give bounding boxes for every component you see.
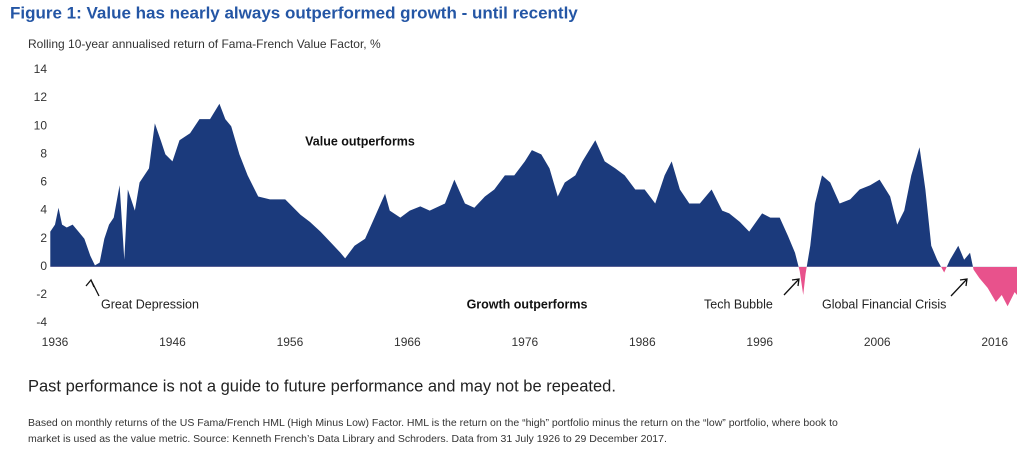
disclaimer: Past performance is not a guide to futur…	[28, 377, 616, 395]
x-tick-label: 1966	[394, 335, 421, 349]
source-note: market is used as the value metric. Sour…	[28, 433, 667, 445]
y-tick-label: 6	[40, 175, 47, 189]
x-tick-label: 1986	[629, 335, 656, 349]
annotation: Tech Bubble	[704, 297, 773, 311]
annotation: Value outperforms	[305, 134, 415, 148]
plot-area: -4 -2 0 2 4 6 8 10 12 14 1936 1946 1956 1966 1976 1986 1…	[34, 62, 1017, 349]
annotation: Great Depression	[101, 297, 199, 311]
y-tick-label: -4	[36, 315, 47, 329]
x-tick-label: 2006	[864, 335, 891, 349]
annotation: Growth outperforms	[467, 297, 588, 311]
x-tick-label: 1956	[277, 335, 304, 349]
annotation-arrow	[85, 278, 100, 297]
annotation: Global Financial Crisis	[822, 297, 946, 311]
annotation-arrow	[783, 278, 800, 296]
y-tick-label: 4	[40, 203, 47, 217]
x-tick-label: 2016	[981, 335, 1008, 349]
y-tick-label: -2	[36, 287, 47, 301]
y-tick-label: 8	[40, 146, 47, 160]
x-tick-label: 1946	[159, 335, 186, 349]
y-tick-label: 10	[34, 118, 48, 132]
annotation-arrow	[950, 278, 968, 297]
y-tick-label: 14	[34, 62, 48, 76]
y-tick-label: 12	[34, 90, 48, 104]
area-positive	[50, 103, 973, 267]
x-tick-label: 1976	[511, 335, 538, 349]
x-tick-label: 1936	[42, 335, 69, 349]
y-tick-label: 0	[40, 259, 47, 273]
chart-title: Figure 1: Value has nearly always outper…	[10, 3, 578, 22]
y-tick-label: 2	[40, 231, 47, 245]
x-tick-label: 1996	[746, 335, 773, 349]
source-note: Based on monthly returns of the US Fama/…	[28, 417, 838, 429]
chart-subtitle: Rolling 10-year annualised return of Fam…	[28, 37, 381, 51]
